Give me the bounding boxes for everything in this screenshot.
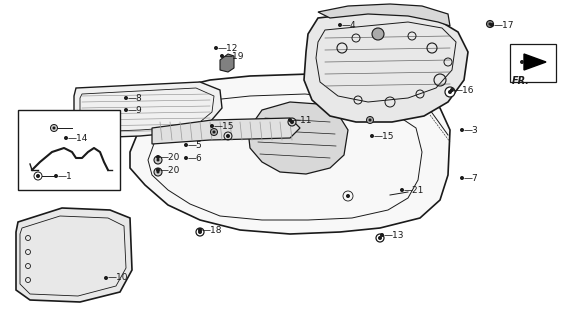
Circle shape	[450, 88, 454, 92]
Polygon shape	[18, 110, 120, 190]
Circle shape	[400, 188, 404, 192]
Text: —19: —19	[224, 52, 244, 60]
Circle shape	[211, 129, 217, 135]
Circle shape	[198, 228, 202, 232]
Circle shape	[338, 23, 342, 27]
Circle shape	[212, 131, 216, 133]
Polygon shape	[152, 118, 300, 144]
Circle shape	[290, 120, 294, 124]
Text: —2: —2	[524, 58, 539, 67]
Circle shape	[380, 233, 384, 237]
Polygon shape	[74, 82, 222, 138]
Circle shape	[460, 128, 464, 132]
Text: —6: —6	[188, 154, 203, 163]
Circle shape	[157, 158, 159, 162]
Circle shape	[157, 171, 159, 173]
Text: —3: —3	[464, 125, 479, 134]
Circle shape	[367, 116, 373, 124]
Circle shape	[210, 124, 214, 128]
Polygon shape	[248, 102, 348, 174]
Text: —11: —11	[292, 116, 312, 124]
Circle shape	[220, 54, 224, 58]
Circle shape	[156, 155, 160, 159]
Text: —13: —13	[384, 230, 404, 239]
Circle shape	[124, 108, 128, 112]
Text: —9: —9	[128, 106, 143, 115]
Text: —15: —15	[214, 122, 235, 131]
Circle shape	[184, 156, 188, 160]
Text: —8: —8	[128, 93, 143, 102]
Circle shape	[448, 90, 452, 94]
Circle shape	[154, 156, 162, 164]
Text: —16: —16	[454, 85, 475, 94]
Circle shape	[370, 134, 374, 138]
Circle shape	[214, 46, 218, 50]
Circle shape	[156, 168, 160, 172]
Text: —18: —18	[202, 226, 222, 235]
Circle shape	[226, 134, 230, 138]
Circle shape	[288, 118, 296, 126]
Circle shape	[376, 234, 384, 242]
Text: —1: —1	[58, 172, 73, 180]
Circle shape	[346, 194, 350, 198]
Circle shape	[51, 124, 57, 132]
Text: —7: —7	[464, 173, 479, 182]
Polygon shape	[130, 74, 450, 234]
Circle shape	[460, 176, 464, 180]
Polygon shape	[304, 12, 468, 122]
Circle shape	[184, 143, 188, 147]
Circle shape	[54, 174, 58, 178]
Circle shape	[445, 87, 455, 97]
Circle shape	[486, 20, 494, 28]
Polygon shape	[16, 208, 132, 302]
Circle shape	[104, 276, 108, 280]
Text: —12: —12	[218, 44, 238, 52]
Circle shape	[288, 118, 292, 122]
Circle shape	[196, 228, 204, 236]
Circle shape	[490, 23, 494, 27]
Circle shape	[378, 236, 382, 240]
Circle shape	[124, 96, 128, 100]
Text: —21: —21	[404, 186, 425, 195]
Text: —4: —4	[342, 20, 356, 29]
Circle shape	[372, 28, 384, 40]
Circle shape	[36, 174, 40, 178]
Text: —15: —15	[374, 132, 395, 140]
Text: —14: —14	[68, 133, 88, 142]
Bar	[510, 44, 556, 82]
Text: —20: —20	[160, 165, 180, 174]
Polygon shape	[220, 54, 234, 72]
Circle shape	[64, 136, 68, 140]
Text: FR.: FR.	[512, 76, 530, 86]
Circle shape	[198, 230, 202, 234]
Circle shape	[154, 168, 162, 176]
Text: —17: —17	[494, 20, 515, 29]
Text: —10: —10	[108, 274, 128, 283]
Circle shape	[520, 60, 524, 64]
Text: —20: —20	[160, 153, 180, 162]
Polygon shape	[524, 54, 546, 70]
Circle shape	[52, 126, 56, 130]
Circle shape	[489, 22, 491, 26]
Text: —5: —5	[188, 140, 203, 149]
Polygon shape	[318, 4, 450, 26]
Circle shape	[369, 118, 372, 122]
